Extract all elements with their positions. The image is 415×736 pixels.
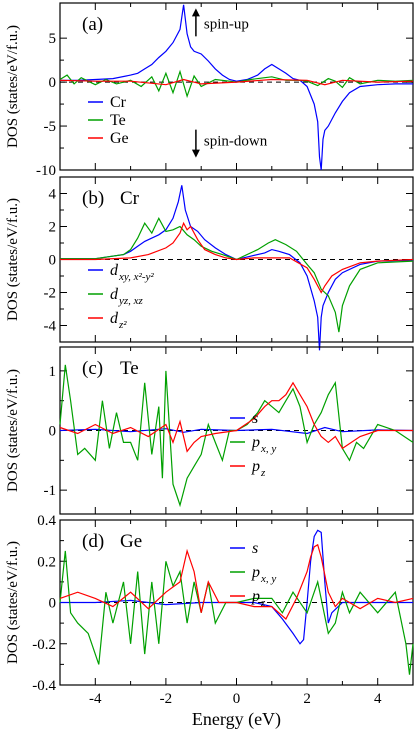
- panel-4-ytick-label: 0: [49, 596, 57, 612]
- panel-4-ytick-label: -0.4: [32, 678, 56, 694]
- panel-1-series-3-line: [59, 78, 414, 86]
- panel-3-ylabel: DOS (states/eV/f.u.): [5, 369, 21, 492]
- panel-4-ytick-label: 0.4: [37, 513, 56, 529]
- xtick-label: -4: [89, 691, 102, 707]
- spin-up-arrowhead: [191, 8, 200, 17]
- panel-3-legend-sub: z: [260, 467, 266, 479]
- panel-2-ytick-label: -4: [44, 319, 57, 335]
- xtick-label: 0: [233, 691, 241, 707]
- panel-4-title: Ge: [120, 531, 142, 552]
- panel-2-legend-sub: yz, xz: [118, 295, 144, 307]
- panel-3-series-2-line: [59, 364, 414, 508]
- panel-2-legend-sub: xy, x²-y²: [118, 271, 154, 283]
- panel-1-ytick-label: 0: [49, 75, 57, 91]
- panel-3-ytick-label: 1: [49, 364, 57, 380]
- spin-up-label: spin-up: [204, 16, 249, 32]
- panel-4-ytick-label: 0.2: [37, 554, 56, 570]
- panel-3-ytick-label: 0: [49, 424, 57, 440]
- panel-1-series-2-line: [59, 69, 414, 99]
- panel-3-legend-label: s: [252, 410, 258, 427]
- panel-1-legend-label: Te: [110, 112, 126, 129]
- panel-1-label: (a): [82, 14, 103, 35]
- panel-1-ytick-label: -5: [44, 119, 57, 135]
- xtick-label: 2: [303, 691, 311, 707]
- panel-2-series-3-line: [60, 221, 414, 294]
- panel-1-legend-label: Ge: [110, 130, 129, 147]
- panel-2-ytick-label: 4: [49, 187, 57, 203]
- panel-4-ytick-label: -0.2: [32, 637, 56, 653]
- panel-4-series-2-line: [59, 550, 414, 675]
- x-axis-label: Energy (eV): [192, 709, 281, 730]
- xtick-label: -2: [160, 691, 173, 707]
- panel-1-series-1-line: [60, 4, 413, 171]
- panel-3-label: (c): [82, 358, 103, 379]
- panel-2-legend-sub: z²: [118, 319, 127, 331]
- panel-2-ytick-label: 2: [49, 220, 57, 236]
- spin-down-label: spin-down: [204, 134, 268, 150]
- panel-1-ylabel: DOS (states/eV/f.u.): [5, 25, 21, 148]
- xtick-label: 4: [374, 691, 382, 707]
- panel-4-legend-label: p: [251, 588, 260, 605]
- panel-3-legend-label: p: [251, 458, 260, 475]
- panel-4-ylabel: DOS (states/eV/f.u.): [5, 541, 21, 664]
- panel-2-legend-label: d: [110, 286, 119, 303]
- panel-3-series-3-line: [59, 381, 413, 453]
- panel-3-ytick-label: -1: [44, 483, 57, 499]
- panel-3-legend-label: p: [251, 434, 260, 451]
- panel-4-legend-sub: x, y: [260, 573, 276, 585]
- panel-2-legend-label: d: [110, 262, 119, 279]
- panel-1-ytick-label: -10: [36, 163, 56, 179]
- panel-4-legend-label: p: [251, 564, 260, 581]
- panel-2-ytick-label: -2: [44, 286, 57, 302]
- panel-2-ytick-label: 0: [49, 253, 57, 269]
- panel-4-series-3-line: [59, 543, 414, 620]
- panel-4-series-1-line: [60, 529, 413, 645]
- panel-2-ylabel: DOS (states/eV/f.u.): [5, 198, 21, 321]
- panel-3-legend-sub: x, y: [260, 443, 276, 455]
- panel-2-title: Cr: [120, 188, 140, 209]
- panel-1-ytick-label: 5: [49, 31, 57, 47]
- spin-down-arrowhead: [191, 149, 200, 158]
- panel-1-legend-label: Cr: [110, 94, 127, 111]
- panel-2-label: (b): [82, 188, 104, 209]
- panel-3-title: Te: [120, 358, 139, 379]
- panel-2-legend-label: d: [110, 310, 119, 327]
- panel-4-label: (d): [82, 531, 104, 552]
- panel-4-legend-label: s: [252, 540, 258, 557]
- panel-4-legend-sub: z: [260, 597, 266, 609]
